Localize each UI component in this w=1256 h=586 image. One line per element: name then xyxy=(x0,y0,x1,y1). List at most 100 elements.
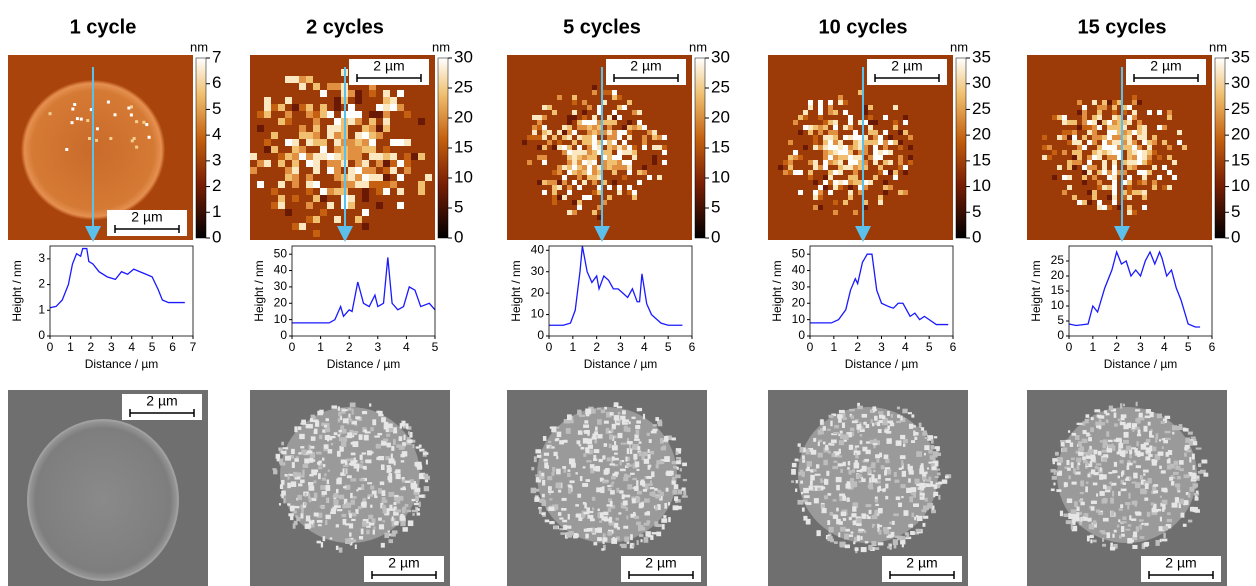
sem-speck xyxy=(411,439,416,443)
afm-pixel xyxy=(306,132,313,139)
sem-speck xyxy=(378,455,385,461)
sem-speck xyxy=(828,414,834,418)
sem-speck xyxy=(607,507,612,513)
afm-pixel xyxy=(320,153,327,160)
sem-speck xyxy=(612,473,618,478)
sem-speck xyxy=(802,459,806,463)
sem-speck xyxy=(587,444,593,449)
sem-speck xyxy=(298,452,303,455)
x-tick-label: 5 xyxy=(926,340,933,354)
sem-speck xyxy=(393,506,397,511)
sem-speck xyxy=(650,535,654,540)
sem-speck xyxy=(818,439,823,443)
sem-speck xyxy=(1193,492,1200,496)
afm-pixel xyxy=(778,165,783,170)
sem-speck xyxy=(591,436,597,440)
sem-speck xyxy=(350,478,357,482)
afm-pixel xyxy=(863,180,868,185)
sem-speck xyxy=(1188,472,1193,477)
sem-speck xyxy=(565,428,571,434)
sem-speck xyxy=(309,525,312,528)
sem-speck xyxy=(555,482,562,489)
sem-speck xyxy=(910,531,915,535)
afm-speck xyxy=(70,121,74,125)
afm-pixel xyxy=(848,145,853,150)
sem-speck xyxy=(1134,511,1141,515)
afm-pixel xyxy=(257,160,264,167)
sem-speck xyxy=(657,489,662,494)
x-tick-label: 1 xyxy=(569,340,576,354)
afm-pixel xyxy=(1097,105,1102,110)
colorbar-tick-label: 15 xyxy=(454,137,473,156)
afm-pixel xyxy=(833,155,838,160)
afm-pixel xyxy=(652,130,657,135)
sem-speck xyxy=(834,424,840,429)
sem-speck xyxy=(296,497,299,501)
afm-pixel xyxy=(397,188,404,195)
sem-speck xyxy=(313,492,318,499)
sem-speck xyxy=(412,513,415,516)
afm-pixel xyxy=(582,160,587,165)
sem-speck xyxy=(850,415,854,419)
afm-pixel xyxy=(823,160,828,165)
sem-speck xyxy=(313,512,319,517)
afm-speck xyxy=(109,136,113,140)
afm-pixel xyxy=(334,146,341,153)
sem-speck xyxy=(424,475,430,480)
sem-speck xyxy=(1069,442,1074,447)
sem-speck xyxy=(826,428,831,431)
sem-speck xyxy=(306,450,313,454)
sem-speck xyxy=(1080,480,1085,487)
sem-speck xyxy=(1086,461,1089,467)
sem-speck xyxy=(579,475,583,482)
sem-speck xyxy=(1080,516,1083,522)
sem-speck xyxy=(895,535,898,538)
sem-speck xyxy=(1118,443,1124,449)
afm-pixel xyxy=(355,153,362,160)
sem-speck xyxy=(922,522,926,527)
sem-speck xyxy=(553,525,559,530)
sem-speck xyxy=(642,451,648,457)
afm-pixel xyxy=(627,120,632,125)
sem-speck xyxy=(302,464,309,468)
sem-speck xyxy=(374,494,377,498)
sem-speck xyxy=(381,417,386,423)
afm-pixel xyxy=(334,125,341,132)
sem-speck xyxy=(1175,498,1178,503)
sem-speck xyxy=(933,493,936,498)
sem-speck xyxy=(551,446,555,449)
sem-speck xyxy=(638,525,644,531)
afm-pixel xyxy=(1102,160,1107,165)
sem-speck xyxy=(289,455,295,459)
afm-pixel xyxy=(557,170,562,175)
sem-speck xyxy=(1084,418,1089,424)
afm-pixel xyxy=(320,195,327,202)
sem-speck xyxy=(1096,425,1101,428)
sem-speck xyxy=(614,457,619,461)
afm-pixel xyxy=(1157,110,1162,115)
afm-pixel xyxy=(597,145,602,150)
afm-speck xyxy=(129,113,133,117)
sem-speck xyxy=(870,464,876,469)
afm-pixel xyxy=(1067,175,1072,180)
sem-speck xyxy=(551,472,555,476)
sem-speck xyxy=(1138,519,1144,522)
afm-pixel xyxy=(1112,115,1117,120)
sem-speck xyxy=(856,450,861,455)
afm-pixel xyxy=(572,140,577,145)
sem-speck xyxy=(287,482,291,489)
sem-speck xyxy=(1173,460,1179,466)
afm-pixel xyxy=(542,135,547,140)
sem-speck xyxy=(860,536,863,540)
afm-pixel xyxy=(622,160,627,165)
afm-pixel xyxy=(617,185,622,190)
sem-speck xyxy=(883,454,889,460)
sem-speck xyxy=(1126,445,1132,451)
afm-pixel xyxy=(383,160,390,167)
sem-speck xyxy=(859,428,865,432)
sem-speck xyxy=(402,527,408,532)
afm-pixel xyxy=(397,90,404,97)
sem-speck xyxy=(361,410,368,415)
sem-speck xyxy=(1122,482,1127,485)
afm-pixel xyxy=(1097,180,1102,185)
